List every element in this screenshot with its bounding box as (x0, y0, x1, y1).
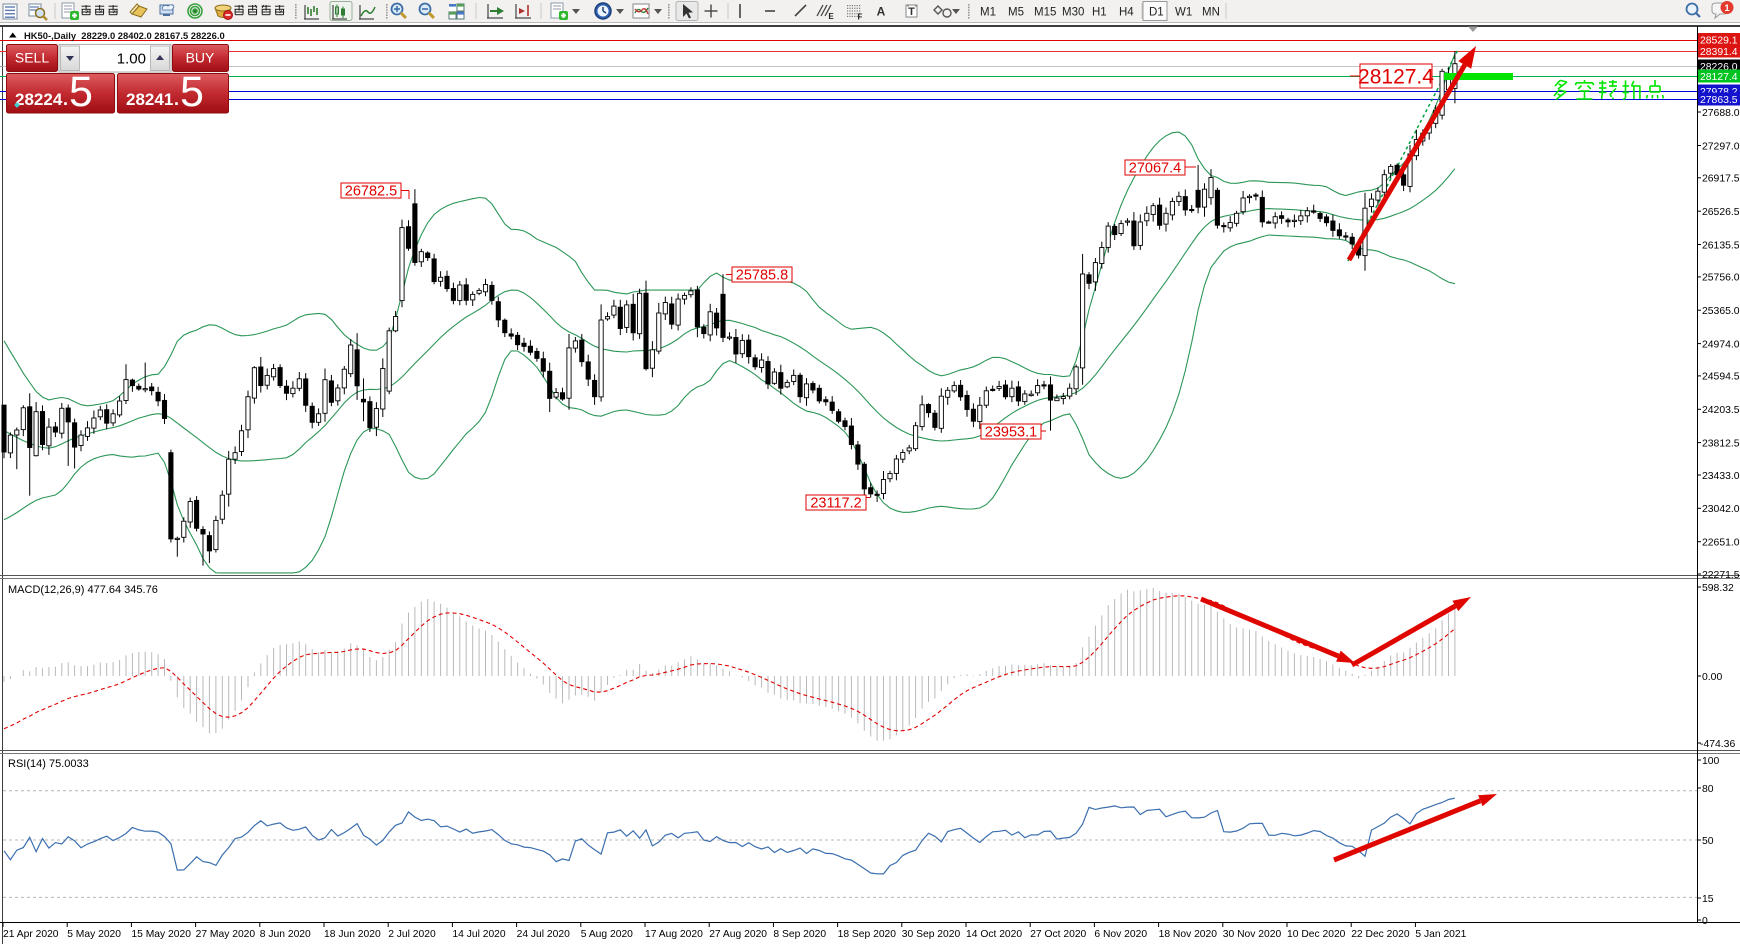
svg-text:28391.4: 28391.4 (1700, 47, 1738, 58)
svg-text:HK50-,Daily 28229.0 28402.0 2: HK50-,Daily 28229.0 28402.0 28167.5 2822… (24, 30, 225, 41)
svg-text:27067.4: 27067.4 (1129, 161, 1181, 177)
svg-text:.: . (63, 89, 68, 109)
svg-text:14 Jul 2020: 14 Jul 2020 (452, 929, 506, 940)
svg-text:22651.0: 22651.0 (1702, 538, 1740, 549)
svg-text:23042.0: 23042.0 (1702, 504, 1740, 515)
svg-text:1.00: 1.00 (117, 51, 146, 68)
svg-text:28127.4: 28127.4 (1700, 72, 1738, 83)
svg-text:15 May 2020: 15 May 2020 (131, 929, 191, 940)
svg-text:D1: D1 (1149, 7, 1164, 19)
svg-text:5: 5 (180, 68, 204, 116)
svg-text:24974.0: 24974.0 (1702, 339, 1740, 350)
svg-text:26917.5: 26917.5 (1702, 174, 1740, 185)
svg-text:8 Sep 2020: 8 Sep 2020 (773, 929, 826, 940)
svg-text:T: T (908, 6, 915, 18)
svg-text:24 Jul 2020: 24 Jul 2020 (517, 929, 571, 940)
svg-text:27297.0: 27297.0 (1702, 141, 1740, 152)
svg-text:MN: MN (1202, 7, 1220, 19)
svg-text:23433.0: 23433.0 (1702, 471, 1740, 482)
svg-text:MACD(12,26,9) 477.64 345.76: MACD(12,26,9) 477.64 345.76 (8, 584, 158, 596)
svg-text:18 Jun 2020: 18 Jun 2020 (324, 929, 381, 940)
svg-text:-474.36: -474.36 (1700, 739, 1735, 750)
svg-text:H4: H4 (1119, 7, 1134, 19)
svg-text:27978.2: 27978.2 (1700, 87, 1738, 98)
svg-text:M1: M1 (980, 7, 996, 19)
svg-text:21 Apr 2020: 21 Apr 2020 (3, 929, 59, 940)
svg-text:25785.8: 25785.8 (736, 268, 788, 284)
svg-text:8 Jun 2020: 8 Jun 2020 (260, 929, 311, 940)
svg-text:28226.0: 28226.0 (1700, 62, 1738, 73)
svg-text:0: 0 (1702, 916, 1708, 927)
svg-text:5: 5 (69, 68, 93, 116)
svg-text:27 Aug 2020: 27 Aug 2020 (709, 929, 767, 940)
svg-text:26526.5: 26526.5 (1702, 207, 1740, 218)
svg-text:23953.1: 23953.1 (985, 425, 1037, 441)
svg-text:24594.5: 24594.5 (1702, 372, 1740, 383)
svg-text:28241: 28241 (126, 90, 173, 109)
svg-text:50: 50 (1702, 836, 1714, 847)
svg-text:10 Dec 2020: 10 Dec 2020 (1287, 929, 1346, 940)
svg-text:M5: M5 (1008, 7, 1024, 19)
svg-text:26135.5: 26135.5 (1702, 240, 1740, 251)
svg-text:24203.5: 24203.5 (1702, 405, 1740, 416)
svg-text:598.32: 598.32 (1702, 583, 1734, 594)
svg-text:30 Sep 2020: 30 Sep 2020 (902, 929, 961, 940)
svg-text:28529.1: 28529.1 (1700, 35, 1738, 46)
svg-text:18 Nov 2020: 18 Nov 2020 (1159, 929, 1218, 940)
svg-text:A: A (877, 5, 886, 19)
svg-text:RSI(14) 75.0033: RSI(14) 75.0033 (8, 758, 89, 770)
svg-text:100: 100 (1702, 756, 1720, 767)
svg-text:28127.4: 28127.4 (1358, 66, 1434, 89)
svg-text:H1: H1 (1092, 7, 1107, 19)
svg-text:15: 15 (1702, 894, 1714, 905)
svg-text:25365.0: 25365.0 (1702, 306, 1740, 317)
svg-text:1: 1 (1724, 3, 1730, 14)
svg-text:5 May 2020: 5 May 2020 (67, 929, 121, 940)
svg-text:17 Aug 2020: 17 Aug 2020 (645, 929, 703, 940)
svg-text:5 Aug 2020: 5 Aug 2020 (581, 929, 633, 940)
svg-text:27863.5: 27863.5 (1700, 95, 1738, 106)
svg-text:30 Nov 2020: 30 Nov 2020 (1223, 929, 1282, 940)
svg-text:F: F (858, 13, 863, 22)
svg-text:M30: M30 (1062, 7, 1084, 19)
svg-text:0.00: 0.00 (1702, 672, 1722, 683)
svg-text:.: . (174, 89, 179, 109)
svg-text:22 Dec 2020: 22 Dec 2020 (1351, 929, 1410, 940)
svg-text:6 Nov 2020: 6 Nov 2020 (1094, 929, 1147, 940)
svg-text:M15: M15 (1034, 7, 1056, 19)
svg-text:27 Oct 2020: 27 Oct 2020 (1030, 929, 1086, 940)
svg-text:5 Jan 2021: 5 Jan 2021 (1415, 929, 1466, 940)
svg-text:2 Jul 2020: 2 Jul 2020 (388, 929, 436, 940)
svg-text:22271.5: 22271.5 (1702, 570, 1740, 581)
svg-text:23812.5: 23812.5 (1702, 438, 1740, 449)
svg-text:BUY: BUY (186, 50, 215, 66)
svg-text:23117.2: 23117.2 (810, 496, 861, 512)
svg-text:SELL: SELL (15, 50, 49, 66)
svg-text:28224: 28224 (15, 90, 63, 109)
svg-text:W1: W1 (1175, 7, 1192, 19)
svg-text:27688.0: 27688.0 (1702, 108, 1740, 119)
svg-text:26782.5: 26782.5 (345, 184, 397, 200)
svg-text:27 May 2020: 27 May 2020 (196, 929, 256, 940)
svg-text:E: E (828, 12, 834, 21)
svg-text:80: 80 (1702, 784, 1714, 795)
svg-text:14 Oct 2020: 14 Oct 2020 (966, 929, 1022, 940)
svg-text:18 Sep 2020: 18 Sep 2020 (838, 929, 897, 940)
svg-text:25756.0: 25756.0 (1702, 273, 1740, 284)
